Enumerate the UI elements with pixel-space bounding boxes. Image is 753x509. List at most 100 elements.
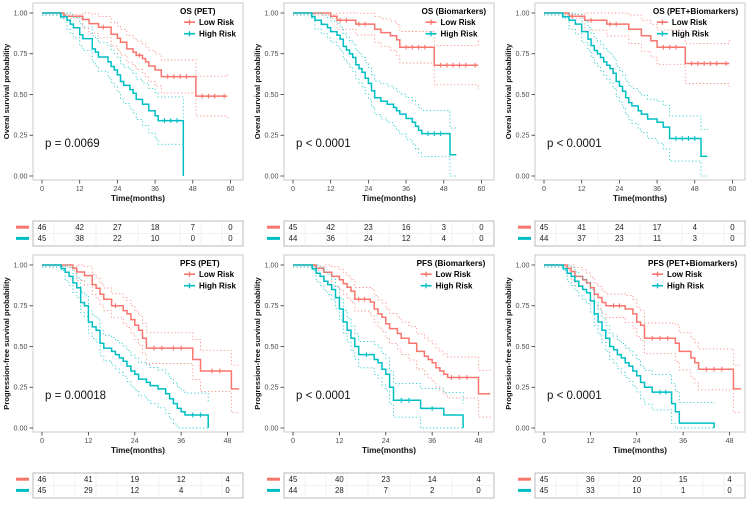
low-risk-censor-marks: [611, 303, 725, 372]
high-risk-curve: [42, 264, 209, 428]
risk-count: 20: [632, 475, 641, 484]
legend-item-low-risk: Low Risk: [656, 18, 708, 27]
risk-count: 10: [151, 234, 160, 243]
x-axis-title: Time(months): [111, 194, 165, 203]
low-risk-ci-upper: [42, 12, 228, 77]
y-tick-label: 0.50: [14, 90, 28, 99]
risk-count: 42: [75, 223, 84, 232]
risk-count: 0: [228, 234, 233, 243]
legend-item-high-risk: High Risk: [425, 30, 478, 39]
legend-item-high-risk: High Risk: [420, 282, 473, 291]
low-risk-censor-marks: [356, 296, 470, 380]
legend: OS (PET) Low Risk High Risk: [180, 7, 236, 39]
risk-count: 7: [191, 223, 195, 232]
risk-count: 45: [38, 486, 47, 495]
low-risk-ci-lower: [42, 266, 240, 414]
risk-count: 23: [381, 475, 390, 484]
plot-border: [283, 2, 495, 181]
x-tick-label: 0: [542, 184, 546, 193]
y-tick-label: 0.25: [516, 383, 530, 392]
p-value-label: p = 0.0069: [45, 138, 100, 150]
x-tick-label: 48: [440, 184, 448, 193]
high-risk-censor-marks: [162, 118, 180, 123]
risk-count: 16: [402, 223, 411, 232]
y-tick-label: 0.75: [265, 301, 279, 310]
x-tick-label: 0: [542, 436, 546, 445]
risk-count: 0: [727, 486, 732, 495]
risk-count: 10: [632, 486, 641, 495]
risk-count: 7: [384, 486, 388, 495]
low-risk-ci-lower: [544, 266, 742, 414]
y-tick-label: 0.50: [265, 342, 279, 351]
x-tick-label: 0: [40, 436, 44, 445]
x-tick-label: 12: [76, 184, 84, 193]
risk-count: 33: [586, 486, 595, 495]
x-tick-label: 36: [428, 436, 436, 445]
km-chart-os-biomarkers: 0.00 0.25 0.50 0.75 1.00 0 12 24 36 48 60 Overal su…: [251, 0, 502, 252]
y-tick-label: 0.50: [265, 90, 279, 99]
risk-count: 3: [442, 223, 446, 232]
legend-item-low-risk: Low Risk: [184, 18, 235, 27]
risk-table: 46 42 27 18 7 0 45 38 22 10 0 0: [16, 220, 244, 247]
risk-table: 45 40 23 14 444 28 7 2 0: [267, 472, 495, 499]
plot-border: [32, 254, 244, 433]
legend-title: OS (PET+Biomarkers): [653, 7, 739, 16]
risk-count: 22: [113, 234, 122, 243]
km-panel-os-biomarkers: 0.00 0.25 0.50 0.75 1.00 0 12 24 36 48 60 Overal su…: [251, 0, 502, 252]
legend-item-high-risk: High Risk: [652, 282, 704, 291]
legend-item-low-risk: Low Risk: [652, 270, 703, 279]
legend-item-high-risk: High Risk: [184, 30, 236, 39]
high-risk-curve: [293, 12, 457, 156]
risk-count: 18: [151, 223, 160, 232]
risk-count: 15: [679, 475, 688, 484]
low-risk-ci-lower: [293, 266, 491, 419]
high-risk-ci-lower: [42, 14, 184, 176]
km-chart-pfs-pet-biomarkers: 0.00 0.25 0.50 0.75 1.00 0 12 24 36 48 Progression…: [502, 252, 753, 504]
risk-count: 41: [84, 475, 93, 484]
x-tick-label: 48: [691, 184, 699, 193]
y-tick-label: 0.50: [516, 90, 530, 99]
risk-count: 0: [225, 486, 230, 495]
y-tick-label: 0.00: [516, 171, 530, 180]
x-tick-label: 0: [291, 436, 295, 445]
risk-count: 1: [681, 486, 685, 495]
high-risk-ci-upper: [293, 264, 464, 404]
y-axis-title: Progression-free survival probability: [2, 276, 11, 409]
risk-count: 12: [402, 234, 411, 243]
low-risk-curve: [42, 264, 240, 390]
x-tick-label: 24: [113, 184, 121, 193]
y-tick-label: 0.75: [14, 301, 28, 310]
x-tick-label: 12: [327, 184, 335, 193]
legend: OS (PET+Biomarkers) Low Risk High Risk: [653, 7, 739, 39]
legend: OS (Biomarkers) Low Risk High Risk: [422, 7, 487, 39]
risk-count: 44: [540, 234, 549, 243]
y-tick-label: 0.75: [265, 49, 279, 58]
y-tick-label: 0.25: [516, 131, 530, 140]
x-tick-label: 36: [402, 184, 410, 193]
high-risk-ci-lower: [293, 266, 464, 429]
legend-item-label: High Risk: [672, 30, 709, 39]
x-tick-label: 12: [335, 436, 343, 445]
risk-table: 45 36 20 15 445 33 10 1 0: [518, 472, 746, 499]
y-tick-label: 0.00: [14, 171, 28, 180]
risk-count: 0: [191, 234, 196, 243]
low-risk-ci-upper: [293, 12, 479, 47]
y-axis-title: Overal survival probability: [2, 43, 11, 139]
risk-count: 46: [38, 475, 47, 484]
legend: PFS (PET) Low Risk High Risk: [180, 259, 236, 291]
risk-count: 36: [326, 234, 335, 243]
km-panel-os-pet-biomarkers: 0.00 0.25 0.50 0.75 1.00 0 12 24 36 48 60 Overal su…: [502, 0, 753, 252]
y-tick-label: 1.00: [516, 260, 530, 269]
high-risk-censor-marks: [657, 389, 669, 395]
legend-item-low-risk: Low Risk: [184, 270, 235, 279]
high-risk-censor-marks: [364, 352, 435, 411]
x-tick-label: 36: [177, 436, 185, 445]
legend-item-label: Low Risk: [441, 18, 477, 27]
y-tick-label: 0.25: [265, 383, 279, 392]
high-risk-curve: [544, 264, 715, 428]
legend: PFS (PET+Biomarkers) Low Risk High Risk: [648, 259, 738, 291]
low-risk-censor-marks: [100, 24, 227, 99]
legend-item-label: High Risk: [199, 30, 236, 39]
risk-count: 0: [479, 223, 484, 232]
